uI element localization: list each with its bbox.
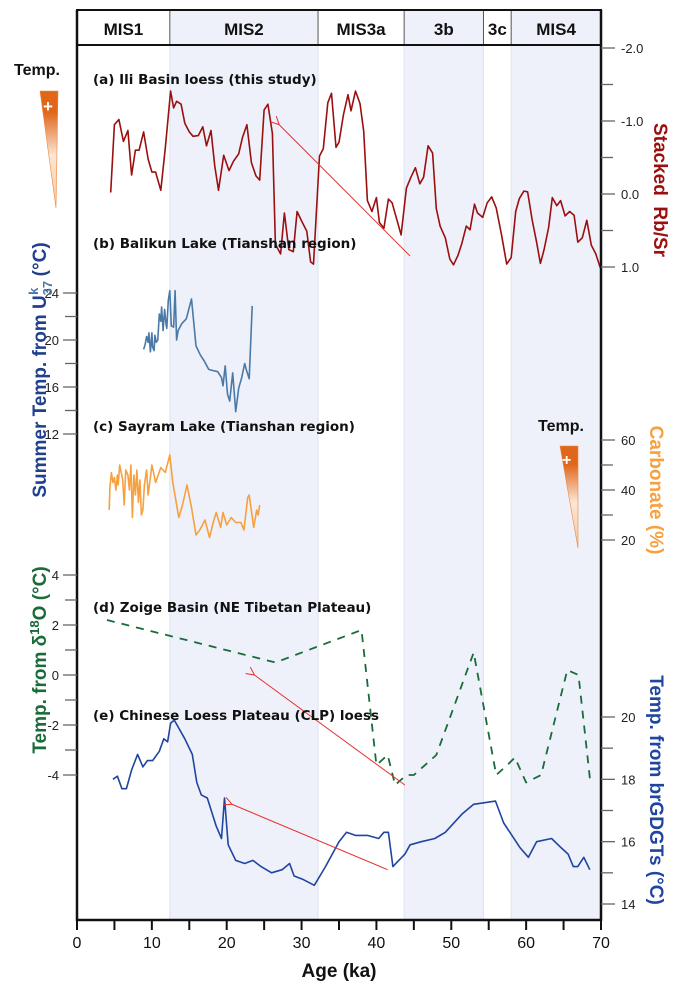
mis-label-mis2: MIS2 — [224, 20, 264, 39]
panel-label-d: (d) Zoige Basin (NE Tibetan Plateau) — [93, 600, 371, 616]
plus-icon: + — [43, 97, 53, 116]
x-tick-label: 30 — [293, 935, 311, 952]
axis-title-c: Carbonate (%) — [645, 426, 666, 555]
series-layer — [106, 90, 602, 887]
y-tick-label-b: 20 — [45, 333, 59, 348]
series-line-e — [112, 719, 591, 887]
series-line-c — [108, 454, 261, 539]
y-tick-label-e: 18 — [621, 772, 635, 787]
axis-title-b: Summer Temp. from U37k (°C) — [26, 242, 55, 497]
y-tick-label-b: 16 — [45, 380, 59, 395]
x-tick-label: 40 — [368, 935, 386, 952]
y-tick-label-c: 60 — [621, 433, 635, 448]
axis-title-d-unit: O (°C) — [30, 566, 51, 620]
panel-labels: (a) Ili Basin loess (this study) (b) Bal… — [93, 72, 379, 724]
panel-label-a: (a) Ili Basin loess (this study) — [93, 72, 317, 88]
mis-band-3b — [404, 10, 484, 920]
y-tick-label-b: 24 — [45, 286, 59, 301]
y-tick-label-d: 0 — [52, 668, 59, 683]
y-tick-label-a: -1.0 — [621, 114, 643, 129]
mis-label-3b: 3b — [434, 20, 454, 39]
panel-label-e: (e) Chinese Loess Plateau (CLP) loess — [93, 708, 379, 724]
temp-gradient-wedge-icon — [559, 445, 579, 549]
y-tick-label-b: 12 — [45, 427, 59, 442]
mis-band-mis2 — [169, 10, 319, 920]
y-tick-label-a: 0.0 — [621, 187, 639, 202]
mis-label-mis4: MIS4 — [536, 20, 576, 39]
y-tick-label-d: 2 — [52, 618, 59, 633]
axis-title-b-unit: (°C) — [30, 242, 51, 281]
axis-title-a: Stacked Rb/Sr — [649, 123, 670, 258]
plus-icon: + — [562, 452, 571, 469]
x-tick-label: 10 — [143, 935, 161, 952]
axis-title-d: Temp. from δ18O (°C) — [27, 566, 51, 753]
x-tick-label: 50 — [442, 935, 460, 952]
x-tick-label: 20 — [218, 935, 236, 952]
y-tick-label-a: -2.0 — [621, 41, 643, 56]
x-tick-label: 0 — [73, 935, 82, 952]
y-tick-label-c: 40 — [621, 483, 635, 498]
temp-gradient-wedge-icon — [39, 90, 59, 209]
axis-title-d-main: Temp. from δ — [30, 635, 51, 754]
x-tick-label: 60 — [517, 935, 535, 952]
y-tick-label-e: 20 — [621, 710, 635, 725]
mis-label-3c: 3c — [488, 20, 507, 39]
axis-title-b-sub: 37 — [40, 281, 55, 295]
y-tick-label-c: 20 — [621, 533, 635, 548]
x-axis-title: Age (ka) — [302, 961, 377, 982]
y-tick-label-e: 14 — [621, 897, 635, 912]
mis-label-mis1: MIS1 — [104, 20, 144, 39]
axis-title-e: Temp. from brGDGTs (°C) — [645, 675, 666, 905]
series-line-b — [142, 289, 253, 413]
temp-indicator-left: Temp. + — [14, 62, 60, 209]
mis-band-mis4 — [511, 10, 601, 920]
panel-label-b: (b) Balikun Lake (Tianshan region) — [93, 236, 356, 252]
y-tick-label-d: -2 — [47, 718, 59, 733]
axis-title-d-sup: 18 — [27, 620, 42, 634]
panel-label-c: (c) Sayram Lake (Tianshan region) — [93, 419, 355, 435]
y-tick-label-d: 4 — [52, 568, 59, 583]
annotation-arrows — [232, 125, 411, 871]
series-line-a — [109, 90, 602, 268]
annotation-arrow-3 — [232, 804, 388, 871]
temp-indicator-right: Temp. + — [538, 418, 584, 549]
annotation-arrow-1 — [279, 125, 411, 257]
mis-label-mis3a: MIS3a — [337, 20, 387, 39]
x-tick-label: 70 — [592, 935, 610, 952]
y-tick-label-a: 1.0 — [621, 260, 639, 275]
mis-bands — [169, 10, 601, 920]
axis-title-b-main: Summer Temp. from U — [30, 295, 51, 497]
y-tick-label-d: -4 — [47, 768, 59, 783]
axis-title-b-sup: k — [26, 287, 41, 295]
temp-indicator-label: Temp. — [538, 418, 584, 435]
temp-indicator-label: Temp. — [14, 62, 60, 79]
y-tick-label-e: 16 — [621, 835, 635, 850]
annotation-arrow-2 — [254, 675, 406, 786]
